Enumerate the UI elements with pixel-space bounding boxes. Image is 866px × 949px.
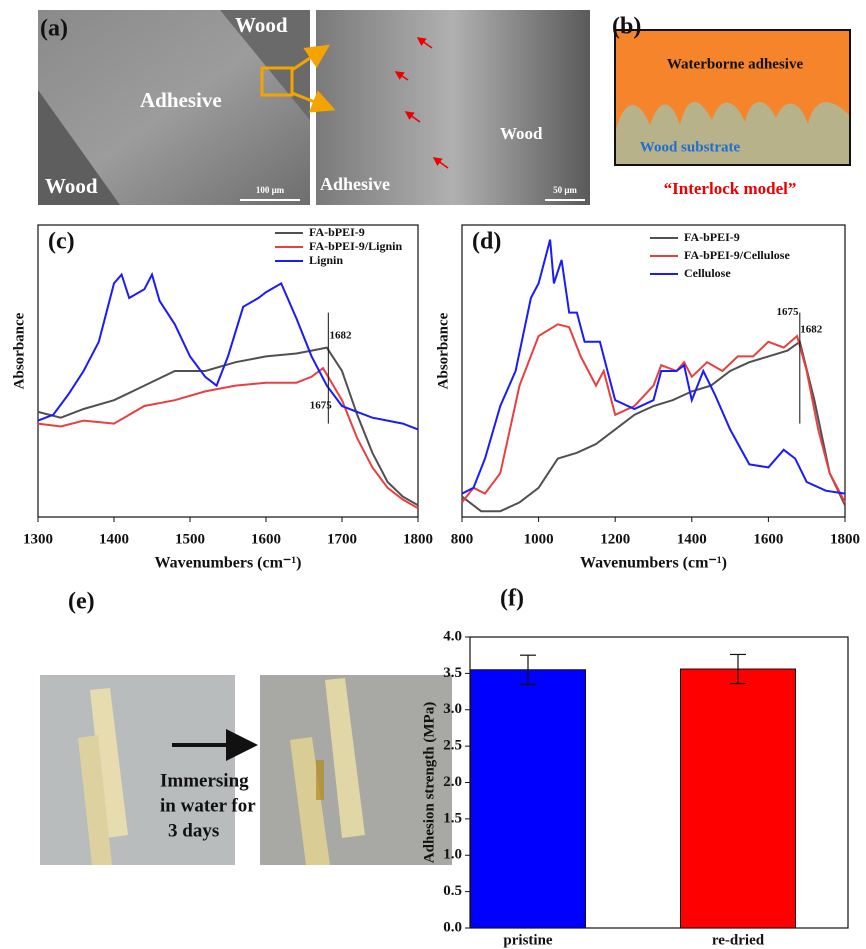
x-tick-label: 1300 (23, 531, 53, 547)
x-tick-label: 1200 (600, 531, 630, 547)
zoom-box (260, 66, 294, 97)
y-tick-label: 2.5 (443, 738, 462, 754)
panel-label: (e) (68, 589, 95, 615)
wood-strip (90, 688, 128, 838)
x-tick-label: 1400 (677, 531, 707, 547)
annotation: 1682 (800, 324, 823, 336)
annotation: 1675 (310, 400, 333, 412)
x-tick-label: 1500 (175, 531, 205, 547)
y-tick-label: 1.5 (443, 810, 462, 826)
x-tick-label: 800 (451, 531, 474, 547)
wood-strip (290, 737, 330, 865)
scale-label: 100 μm (256, 185, 285, 195)
layer-label: Waterborne adhesive (667, 56, 804, 72)
bar (680, 668, 796, 929)
caption: in water for (160, 795, 256, 816)
panel-label: (c) (48, 229, 75, 255)
x-axis-label: Wavenumbers (cm⁻¹) (580, 555, 727, 572)
spectrum-line (461, 239, 846, 495)
x-tick-label: 1800 (403, 531, 433, 547)
caption: “Interlock model” (664, 179, 797, 198)
legend-label: FA-bPEI-9/Cellulose (684, 248, 790, 262)
y-tick-label: 2.0 (443, 774, 462, 790)
panel-b: (b) Waterborne adhesive Wood substrate “… (612, 14, 851, 198)
spectrum-line (461, 340, 846, 513)
x-tick-label: pristine (503, 932, 553, 948)
stain (316, 760, 324, 800)
red-arrow (394, 71, 409, 81)
y-axis-label: Absorbance (435, 312, 451, 389)
zoom-arrow (291, 44, 330, 72)
bar (470, 669, 586, 929)
panel-e: (e) Immersing in water for 3 days (40, 589, 452, 865)
plot-frame (37, 224, 419, 518)
panel-label: (f) (500, 586, 524, 612)
wood-region (220, 10, 310, 120)
y-tick-label: 1.0 (443, 847, 462, 863)
wood-layer (616, 101, 849, 164)
legend-label: FA-bPEI-9 (684, 230, 740, 244)
plot-frame (461, 224, 846, 518)
wood-strip (325, 678, 365, 838)
zoom-arrow (291, 90, 336, 113)
y-tick-label: 0.0 (443, 919, 462, 935)
y-tick-label: 3.0 (443, 701, 462, 717)
spectrum-line (461, 323, 846, 504)
image-label: Wood (45, 174, 98, 198)
panel-a: (a) Wood Adhesive Wood 100 μm Adhesive W… (38, 10, 590, 205)
legend-label: Cellulose (684, 266, 731, 280)
wood-strip (78, 735, 112, 865)
caption: 3 days (168, 820, 219, 841)
x-tick-label: re-dried (712, 932, 765, 948)
x-axis-label: Wavenumbers (cm⁻¹) (155, 555, 302, 572)
x-tick-label: 1800 (830, 531, 860, 547)
image-label: Wood (500, 124, 543, 143)
spectrum-line (37, 271, 419, 431)
scale-label: 50 μm (553, 185, 577, 195)
red-arrow (404, 111, 421, 123)
image-label: Adhesive (140, 88, 222, 112)
image-label: Wood (235, 13, 288, 37)
x-tick-label: 1400 (99, 531, 129, 547)
y-tick-label: 4.0 (443, 628, 462, 644)
legend-label: FA-bPEI-9 (309, 225, 365, 239)
x-tick-label: 1700 (327, 531, 357, 547)
x-tick-label: 1000 (524, 531, 554, 547)
y-axis-label: Adhesion strength (MPa) (421, 702, 437, 863)
x-tick-label: 1600 (251, 531, 281, 547)
layer-label: Wood substrate (640, 139, 741, 155)
sem-image (316, 10, 590, 205)
photo (40, 675, 235, 865)
wood-region (38, 90, 120, 205)
spectrum-line (37, 366, 419, 510)
annotation: 1675 (777, 306, 800, 318)
legend-label: FA-bPEI-9/Lignin (309, 239, 402, 253)
legend-label: Lignin (309, 253, 343, 267)
red-arrow (432, 157, 449, 169)
image-label: Adhesive (320, 174, 390, 194)
caption: Immersing (160, 770, 249, 791)
panel-label: (a) (40, 16, 68, 42)
panel-label: (d) (472, 229, 501, 255)
panel-label: (b) (612, 14, 641, 40)
y-axis-label: Absorbance (11, 312, 27, 389)
red-arrow (416, 37, 433, 49)
y-tick-label: 3.5 (443, 665, 462, 681)
spectrum-line (37, 346, 419, 507)
annotation: 1682 (329, 329, 352, 341)
x-tick-label: 1600 (753, 531, 783, 547)
y-tick-label: 0.5 (443, 883, 462, 899)
